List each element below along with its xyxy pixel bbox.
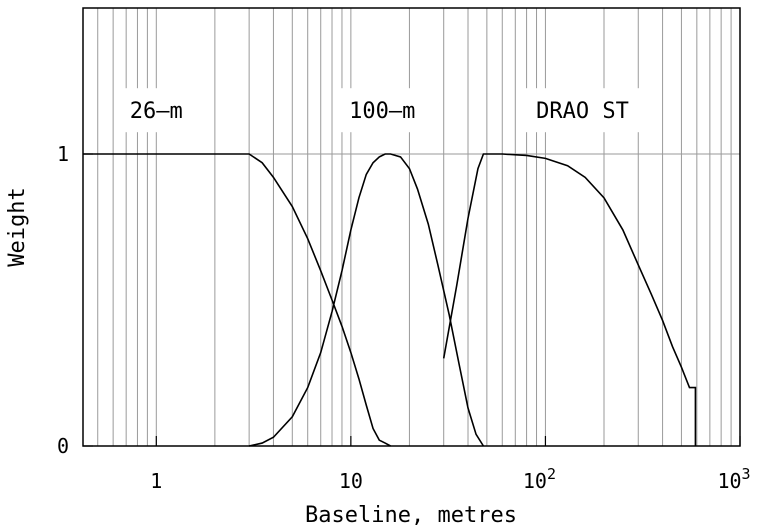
x-tick-label-base: 1 — [150, 469, 162, 493]
annotation-background — [522, 88, 643, 133]
annotation-background — [335, 88, 430, 133]
x-tick-label-base: 10 — [339, 469, 363, 493]
y-tick-label: 0 — [57, 434, 69, 458]
annotation-background — [116, 88, 197, 133]
x-tick-label: 103 — [717, 465, 750, 493]
series-line-1 — [83, 153, 391, 447]
x-tick-label: 1 — [150, 469, 162, 493]
x-axis-label: Baseline, metres — [305, 503, 517, 527]
curves — [83, 153, 697, 447]
annotation-backgrounds — [116, 88, 643, 133]
y-tick-label: 1 — [57, 142, 69, 166]
annotation-label: 100–m — [349, 99, 415, 124]
grid — [83, 8, 740, 446]
series-line-2 — [248, 153, 485, 447]
annotation-label: 26–m — [130, 99, 183, 124]
x-tick-label-base: 10 — [523, 469, 547, 493]
series-line-3 — [442, 153, 697, 446]
x-tick-label-exponent: 2 — [547, 465, 556, 483]
annotations: 26–m 100–m DRAO ST — [130, 99, 629, 124]
x-tick-label: 10 — [339, 469, 363, 493]
y-axis-label: Weight — [5, 187, 30, 266]
ticks — [83, 153, 741, 447]
x-tick-label: 102 — [523, 465, 556, 493]
plot-frame — [82, 7, 741, 447]
annotation-label: DRAO ST — [536, 99, 629, 124]
x-tick-label-base: 10 — [717, 469, 741, 493]
x-tick-label-exponent: 3 — [742, 465, 751, 483]
